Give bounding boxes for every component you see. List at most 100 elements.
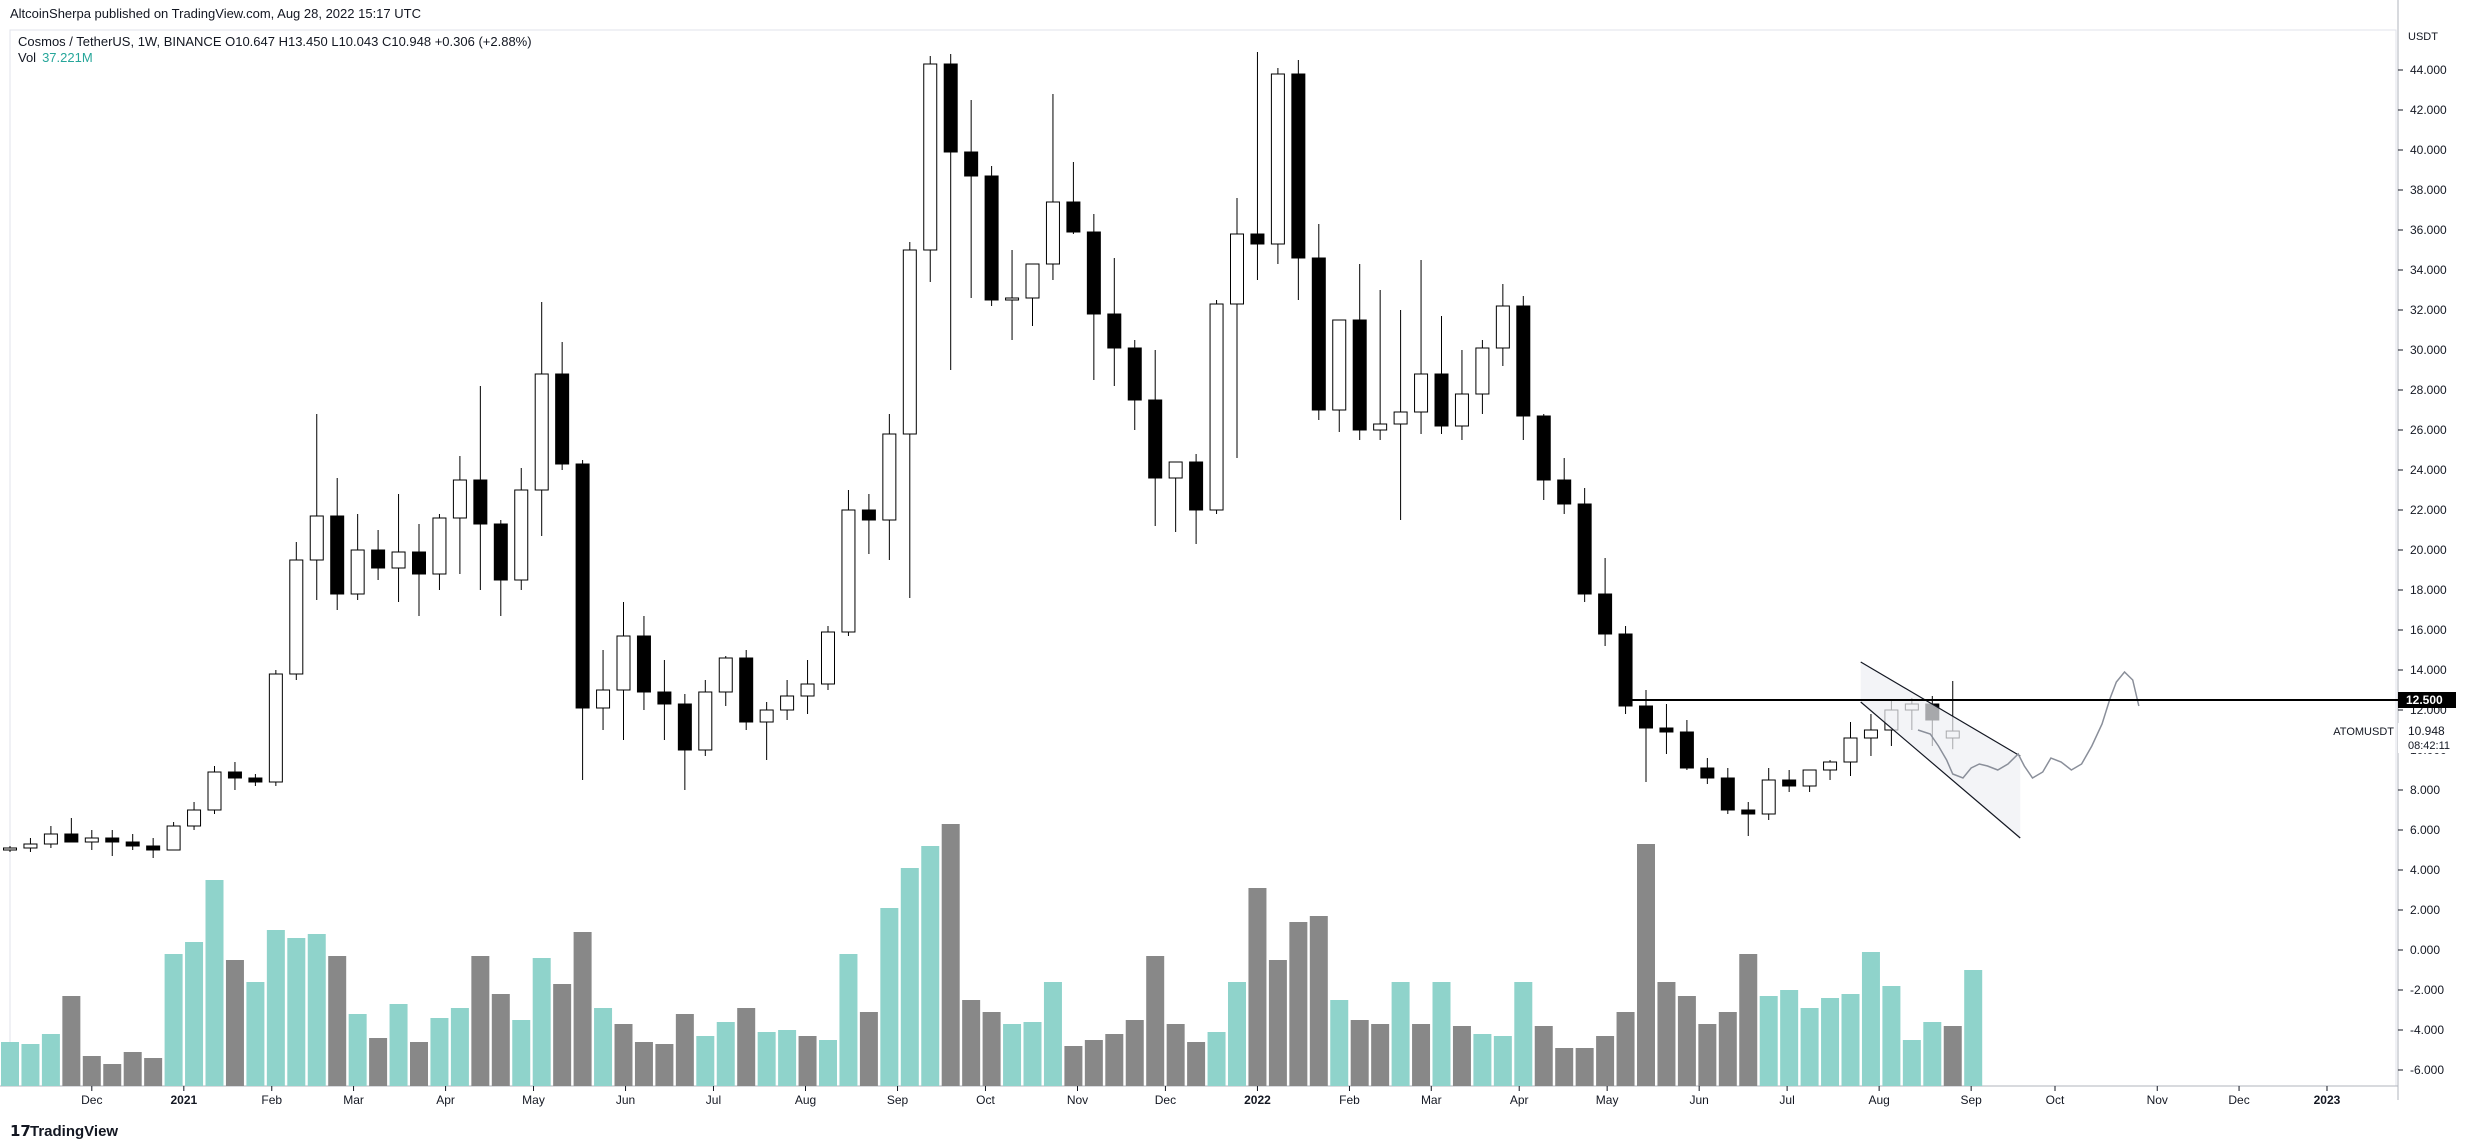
volume-bar [205,880,224,1086]
volume-bar [144,1058,163,1086]
volume-bar [225,960,244,1086]
x-tick-label: Nov [2147,1093,2168,1107]
candle-down [1352,319,1367,431]
candle-up [616,635,631,691]
candle-up [43,833,58,845]
volume-bar [1514,982,1533,1086]
x-tick-label: Oct [976,1093,995,1107]
y-tick-label: -4.000 [2410,1023,2444,1037]
candle-up [902,249,917,435]
volume-bar [1268,960,1287,1086]
y-tick-label: 20.000 [2410,543,2447,557]
candle-up [1454,393,1469,427]
y-tick-label: 14.000 [2410,663,2447,677]
tradingview-brand: TradingView [30,1123,119,1140]
volume-bar [1555,1048,1574,1086]
level-label-bg [2398,692,2456,708]
symbol-info: Cosmos / TetherUS, 1W, BINANCE O10.647 H… [18,34,532,49]
volume-bar [859,1012,878,1086]
volume-bar [1391,982,1410,1086]
candle-up [309,515,324,561]
volume-bar [1596,1036,1615,1086]
volume-bar [1657,982,1676,1086]
volume-bar [1187,1042,1206,1086]
volume-label: Vol [18,50,37,65]
candle-up [882,433,897,521]
volume-bar [716,1022,735,1086]
x-tick-label: 2022 [1244,1093,1271,1107]
x-tick-label: Apr [1510,1093,1529,1107]
volume-bar [1207,1032,1226,1086]
volume-bar [1350,1020,1369,1086]
candle-down [1516,305,1531,417]
candle-up [1373,423,1388,431]
volume-bar [1493,1036,1512,1086]
volume-bar [553,984,572,1086]
volume-bar [1882,986,1901,1086]
volume-bar [819,1040,837,1086]
level-label: 12.500 [2406,693,2443,707]
y-tick-label: 26.000 [2410,423,2447,437]
y-tick-label: 16.000 [2410,623,2447,637]
candle-up [166,825,181,851]
candle-down [412,551,426,575]
candle-down [1577,503,1592,595]
candle-down [1782,779,1797,787]
volume-bar [389,1004,408,1086]
candle-down [1720,777,1735,811]
candle-up [1209,303,1224,511]
x-tick-label: Aug [1868,1093,1889,1107]
x-tick-label: Jul [706,1093,721,1107]
y-tick-label: 38.000 [2410,183,2447,197]
candle-down [1189,461,1204,511]
candle-down [1741,809,1756,815]
candle-up [350,549,365,595]
x-tick-label: Dec [2228,1093,2249,1107]
volume-bar [1412,1024,1431,1086]
candle-down [371,549,386,569]
volume-bar [1105,1034,1124,1086]
volume-bar [941,824,960,1086]
volume-bar [1146,956,1165,1086]
y-tick-label: 34.000 [2410,263,2447,277]
volume-bar [1452,1026,1471,1086]
volume-bar [491,994,510,1086]
volume-bar [655,1044,674,1086]
volume-bar [1228,982,1246,1086]
volume-bar [1575,1048,1594,1086]
volume-bar [1841,994,1860,1086]
volume-bar [1473,1034,1492,1086]
tradingview-logo[interactable]: 𝟭𝟳TradingView [10,1122,118,1140]
x-tick-label: May [1596,1093,1619,1107]
volume-bar [512,1020,531,1086]
y-tick-label: 36.000 [2410,223,2447,237]
candle-down [1557,479,1572,505]
volume-bar [1821,998,1840,1086]
candle-down [227,771,242,779]
candle-down [575,463,590,709]
axis-unit-label: USDT [2408,31,2438,43]
candle-down [657,691,672,705]
candle-down [1148,399,1163,479]
candle-up [800,683,815,697]
volume-bar [450,1008,469,1086]
candle-down [1127,347,1142,401]
y-tick-label: 4.000 [2410,863,2440,877]
candle-up [187,809,202,827]
candle-down [1086,231,1101,315]
price-symbol-label: ATOMUSDT [2333,726,2394,738]
price-label: 10.948 [2408,724,2445,738]
y-tick-label: 42.000 [2410,103,2447,117]
x-tick-label: Mar [1421,1093,1442,1107]
volume-bar [1289,922,1308,1086]
candle-down [861,509,876,521]
candle-down [64,833,79,843]
volume-bar [532,958,551,1086]
volume-bar [369,1038,388,1086]
volume-bar [164,954,183,1086]
volume-bar [696,1036,715,1086]
volume-bar [471,956,490,1086]
candle-down [105,837,120,843]
candle-down [1639,705,1653,729]
